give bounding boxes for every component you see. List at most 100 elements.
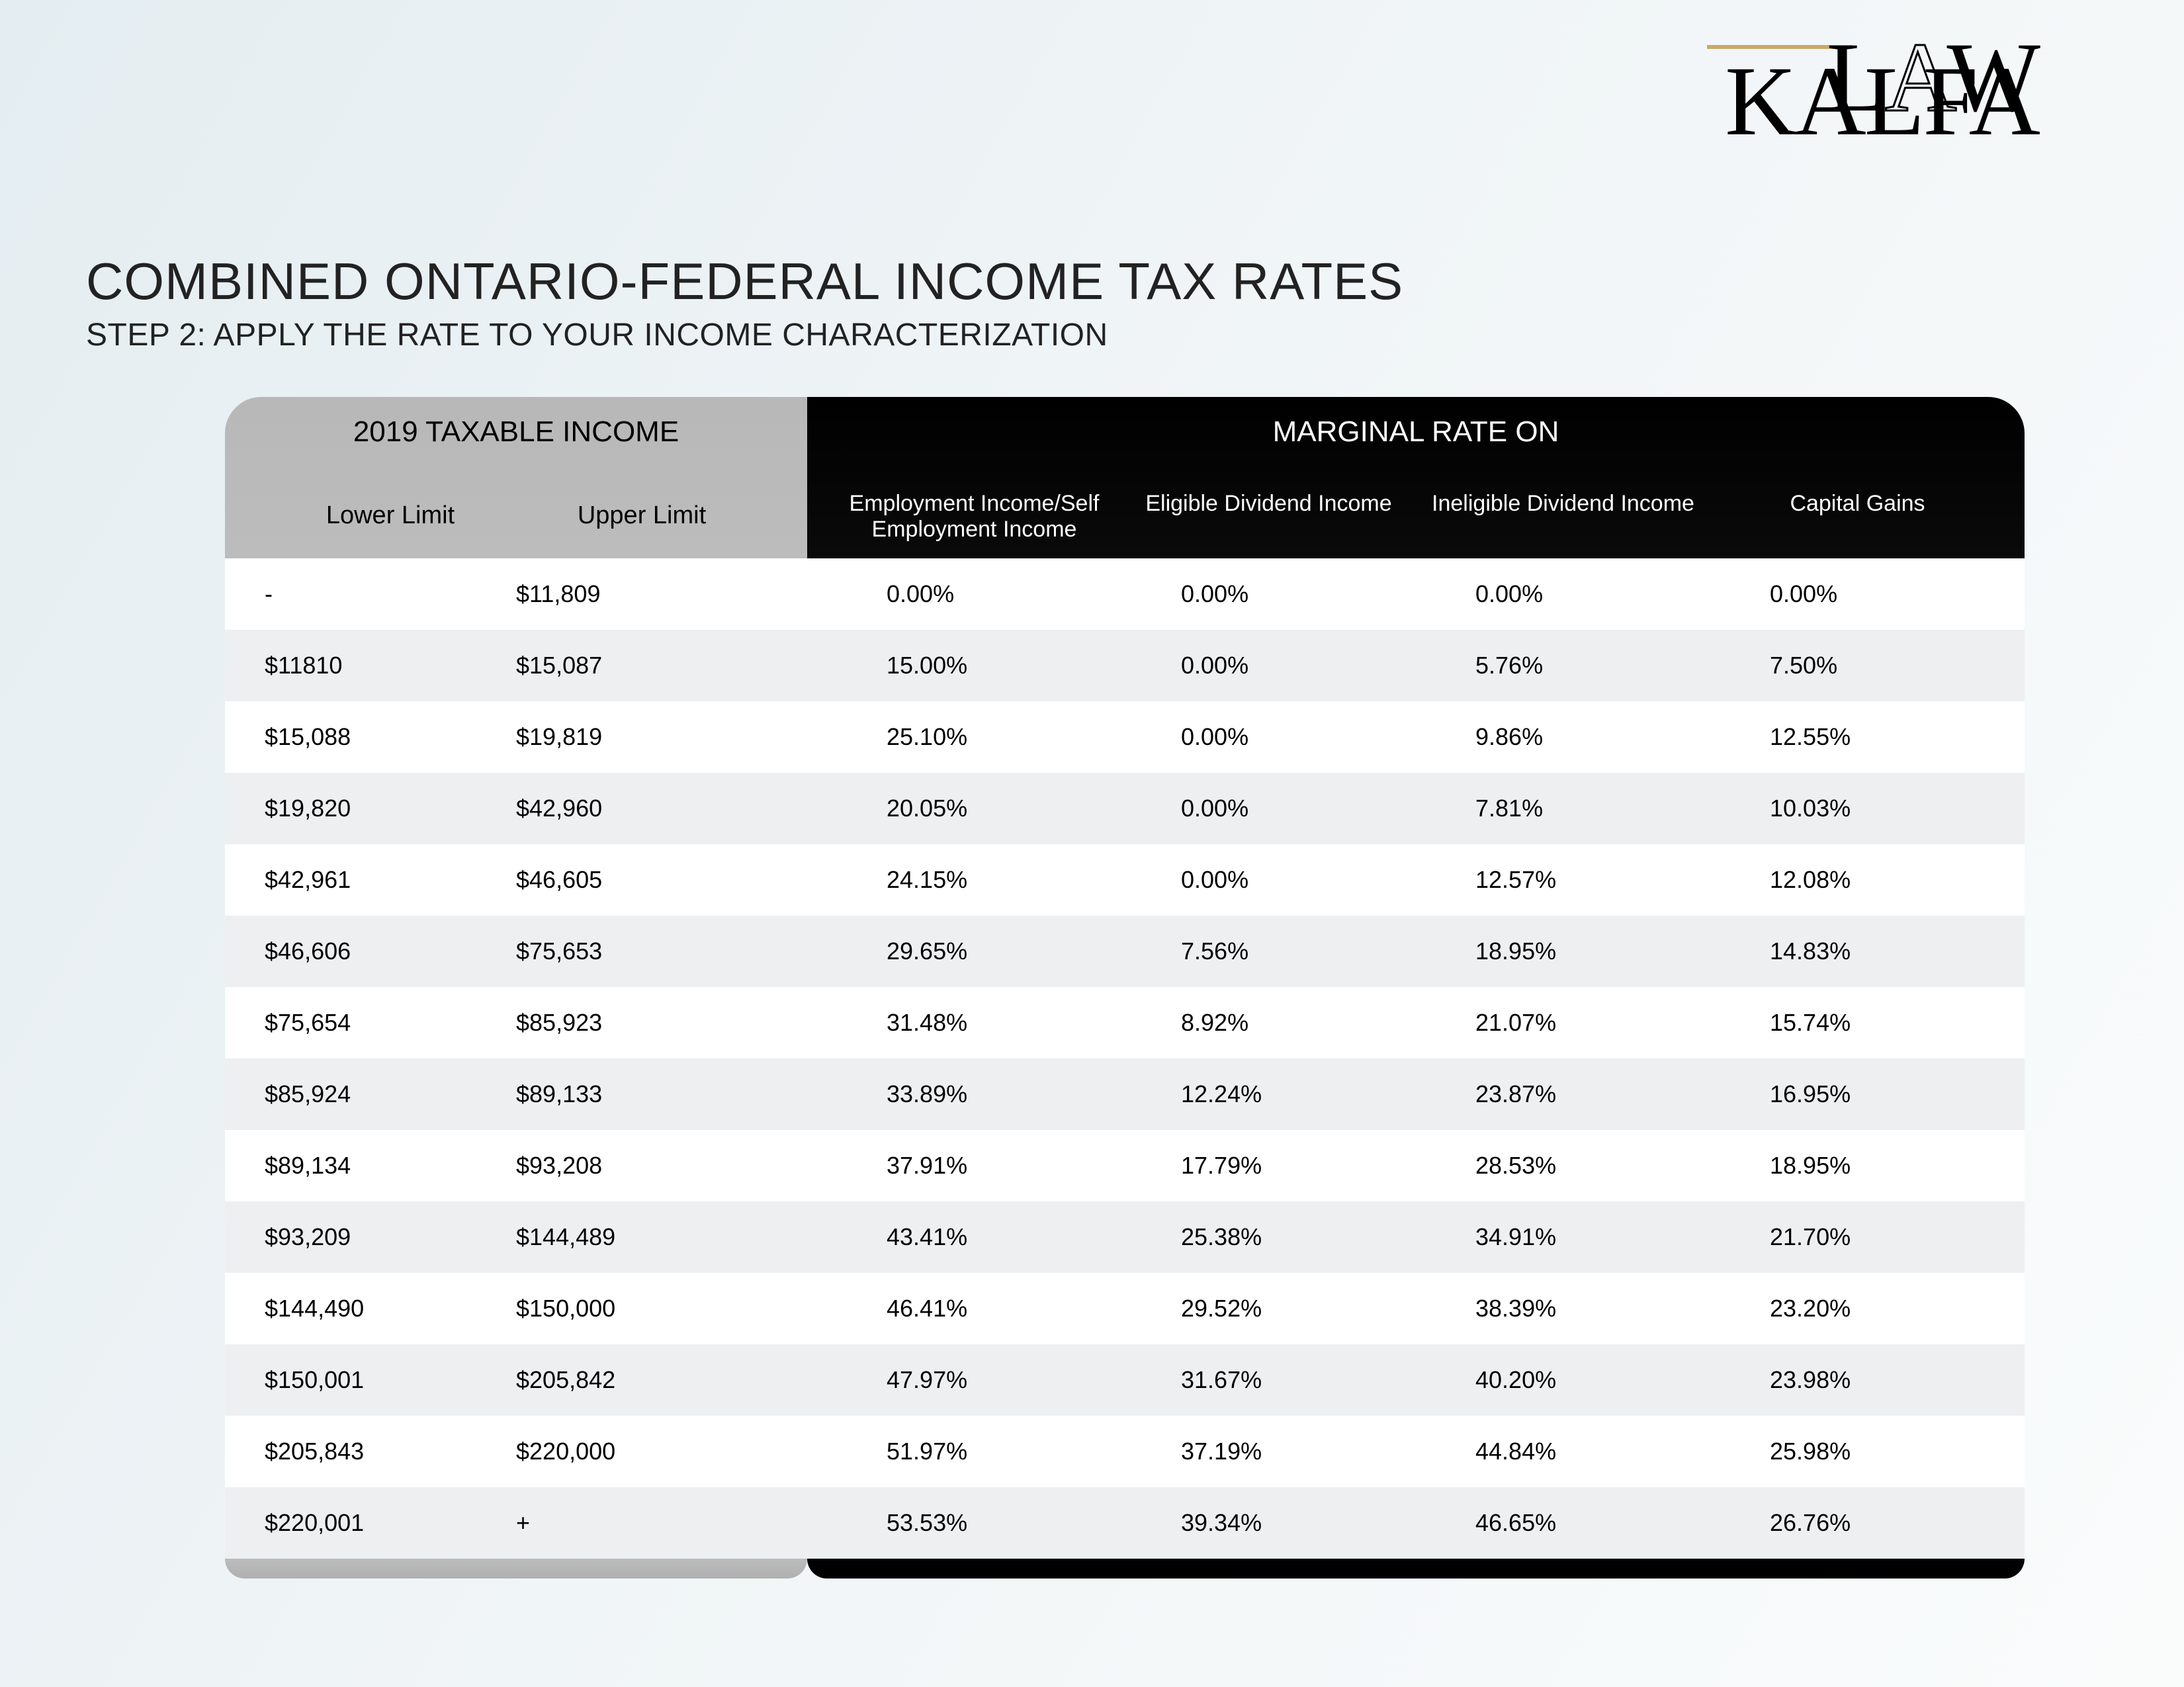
cell-employment: 53.53% bbox=[827, 1509, 1121, 1537]
col-lower-limit: Lower Limit bbox=[265, 501, 516, 530]
cell-eligible-dividend: 17.79% bbox=[1121, 1152, 1416, 1180]
logo-line2-prefix: L bbox=[1826, 22, 1885, 132]
table-body: -$11,8090.00%0.00%0.00%0.00%$11810$15,08… bbox=[225, 558, 2025, 1559]
cell-lower-limit: - bbox=[265, 580, 516, 608]
row-right: 29.65%7.56%18.95%14.83% bbox=[807, 937, 2025, 965]
row-right: 46.41%29.52%38.39%23.20% bbox=[807, 1295, 2025, 1322]
cell-capital-gains: 26.76% bbox=[1710, 1509, 2005, 1537]
row-right: 51.97%37.19%44.84%25.98% bbox=[807, 1438, 2025, 1465]
row-right: 37.91%17.79%28.53%18.95% bbox=[807, 1152, 2025, 1180]
cell-employment: 31.48% bbox=[827, 1009, 1121, 1037]
row-left: $46,606$75,653 bbox=[225, 937, 807, 965]
cell-employment: 51.97% bbox=[827, 1438, 1121, 1465]
cell-upper-limit: $19,819 bbox=[516, 723, 767, 751]
table-row: $205,843$220,00051.97%37.19%44.84%25.98% bbox=[225, 1416, 2025, 1487]
cell-eligible-dividend: 25.38% bbox=[1121, 1223, 1416, 1251]
cell-upper-limit: $15,087 bbox=[516, 652, 767, 679]
row-right: 0.00%0.00%0.00%0.00% bbox=[807, 580, 2025, 608]
cell-eligible-dividend: 7.56% bbox=[1121, 937, 1416, 965]
table-footer bbox=[225, 1559, 2025, 1579]
table-row: $46,606$75,65329.65%7.56%18.95%14.83% bbox=[225, 916, 2025, 987]
cell-capital-gains: 25.98% bbox=[1710, 1438, 2005, 1465]
logo-line2: LAW bbox=[1826, 36, 2038, 120]
cell-upper-limit: $85,923 bbox=[516, 1009, 767, 1037]
table-row: $11810$15,08715.00%0.00%5.76%7.50% bbox=[225, 630, 2025, 701]
col-eligible-dividend: Eligible Dividend Income bbox=[1121, 491, 1416, 542]
cell-eligible-dividend: 0.00% bbox=[1121, 580, 1416, 608]
row-left: $150,001$205,842 bbox=[225, 1366, 807, 1394]
table-row: -$11,8090.00%0.00%0.00%0.00% bbox=[225, 558, 2025, 630]
cell-eligible-dividend: 37.19% bbox=[1121, 1438, 1416, 1465]
cell-lower-limit: $220,001 bbox=[265, 1509, 516, 1537]
cell-employment: 24.15% bbox=[827, 866, 1121, 894]
row-left: $89,134$93,208 bbox=[225, 1152, 807, 1180]
cell-ineligible-dividend: 18.95% bbox=[1416, 937, 1710, 965]
cell-capital-gains: 10.03% bbox=[1710, 795, 2005, 822]
row-right: 20.05%0.00%7.81%10.03% bbox=[807, 795, 2025, 822]
logo-line2-outline: A bbox=[1885, 22, 1946, 132]
cell-eligible-dividend: 0.00% bbox=[1121, 866, 1416, 894]
table-header-right-columns: Employment Income/Self Employment Income… bbox=[807, 491, 2025, 545]
col-ineligible-dividend: Ineligible Dividend Income bbox=[1416, 491, 1710, 542]
cell-employment: 46.41% bbox=[827, 1295, 1121, 1322]
cell-employment: 20.05% bbox=[827, 795, 1121, 822]
cell-capital-gains: 12.55% bbox=[1710, 723, 2005, 751]
cell-upper-limit: $46,605 bbox=[516, 866, 767, 894]
cell-eligible-dividend: 29.52% bbox=[1121, 1295, 1416, 1322]
cell-lower-limit: $42,961 bbox=[265, 866, 516, 894]
cell-employment: 0.00% bbox=[827, 580, 1121, 608]
table-row: $15,088$19,81925.10%0.00%9.86%12.55% bbox=[225, 701, 2025, 773]
row-left: $93,209$144,489 bbox=[225, 1223, 807, 1251]
col-employment: Employment Income/Self Employment Income bbox=[827, 491, 1121, 542]
cell-upper-limit: $42,960 bbox=[516, 795, 767, 822]
row-right: 43.41%25.38%34.91%21.70% bbox=[807, 1223, 2025, 1251]
cell-ineligible-dividend: 23.87% bbox=[1416, 1080, 1710, 1108]
row-left: $42,961$46,605 bbox=[225, 866, 807, 894]
col-capital-gains: Capital Gains bbox=[1710, 491, 2005, 542]
cell-lower-limit: $93,209 bbox=[265, 1223, 516, 1251]
table-row: $93,209$144,48943.41%25.38%34.91%21.70% bbox=[225, 1201, 2025, 1273]
cell-ineligible-dividend: 21.07% bbox=[1416, 1009, 1710, 1037]
table-row: $220,001+53.53%39.34%46.65%26.76% bbox=[225, 1487, 2025, 1559]
row-left: $11810$15,087 bbox=[225, 652, 807, 679]
table-header-left: 2019 TAXABLE INCOME Lower Limit Upper Li… bbox=[225, 397, 807, 558]
cell-capital-gains: 23.20% bbox=[1710, 1295, 2005, 1322]
row-right: 47.97%31.67%40.20%23.98% bbox=[807, 1366, 2025, 1394]
cell-employment: 15.00% bbox=[827, 652, 1121, 679]
cell-upper-limit: $75,653 bbox=[516, 937, 767, 965]
cell-eligible-dividend: 0.00% bbox=[1121, 723, 1416, 751]
cell-capital-gains: 16.95% bbox=[1710, 1080, 2005, 1108]
cell-capital-gains: 15.74% bbox=[1710, 1009, 2005, 1037]
row-right: 53.53%39.34%46.65%26.76% bbox=[807, 1509, 2025, 1537]
cell-lower-limit: $205,843 bbox=[265, 1438, 516, 1465]
cell-capital-gains: 12.08% bbox=[1710, 866, 2005, 894]
cell-capital-gains: 14.83% bbox=[1710, 937, 2005, 965]
table-row: $89,134$93,20837.91%17.79%28.53%18.95% bbox=[225, 1130, 2025, 1201]
cell-upper-limit: + bbox=[516, 1509, 767, 1537]
table-footer-left bbox=[225, 1559, 807, 1579]
page-subtitle: STEP 2: APPLY THE RATE TO YOUR INCOME CH… bbox=[86, 317, 1403, 353]
cell-ineligible-dividend: 5.76% bbox=[1416, 652, 1710, 679]
table-row: $85,924$89,13333.89%12.24%23.87%16.95% bbox=[225, 1059, 2025, 1130]
row-left: -$11,809 bbox=[225, 580, 807, 608]
row-left: $220,001+ bbox=[225, 1509, 807, 1537]
cell-upper-limit: $144,489 bbox=[516, 1223, 767, 1251]
cell-lower-limit: $11810 bbox=[265, 652, 516, 679]
cell-ineligible-dividend: 12.57% bbox=[1416, 866, 1710, 894]
cell-eligible-dividend: 31.67% bbox=[1121, 1366, 1416, 1394]
table-header-right-title: MARGINAL RATE ON bbox=[807, 415, 2025, 449]
cell-eligible-dividend: 12.24% bbox=[1121, 1080, 1416, 1108]
row-left: $19,820$42,960 bbox=[225, 795, 807, 822]
cell-employment: 43.41% bbox=[827, 1223, 1121, 1251]
cell-ineligible-dividend: 9.86% bbox=[1416, 723, 1710, 751]
cell-eligible-dividend: 0.00% bbox=[1121, 795, 1416, 822]
cell-lower-limit: $150,001 bbox=[265, 1366, 516, 1394]
row-right: 25.10%0.00%9.86%12.55% bbox=[807, 723, 2025, 751]
table-footer-right bbox=[807, 1559, 2025, 1579]
cell-lower-limit: $19,820 bbox=[265, 795, 516, 822]
cell-ineligible-dividend: 40.20% bbox=[1416, 1366, 1710, 1394]
cell-capital-gains: 18.95% bbox=[1710, 1152, 2005, 1180]
cell-employment: 37.91% bbox=[827, 1152, 1121, 1180]
cell-upper-limit: $89,133 bbox=[516, 1080, 767, 1108]
col-upper-limit: Upper Limit bbox=[516, 501, 767, 530]
